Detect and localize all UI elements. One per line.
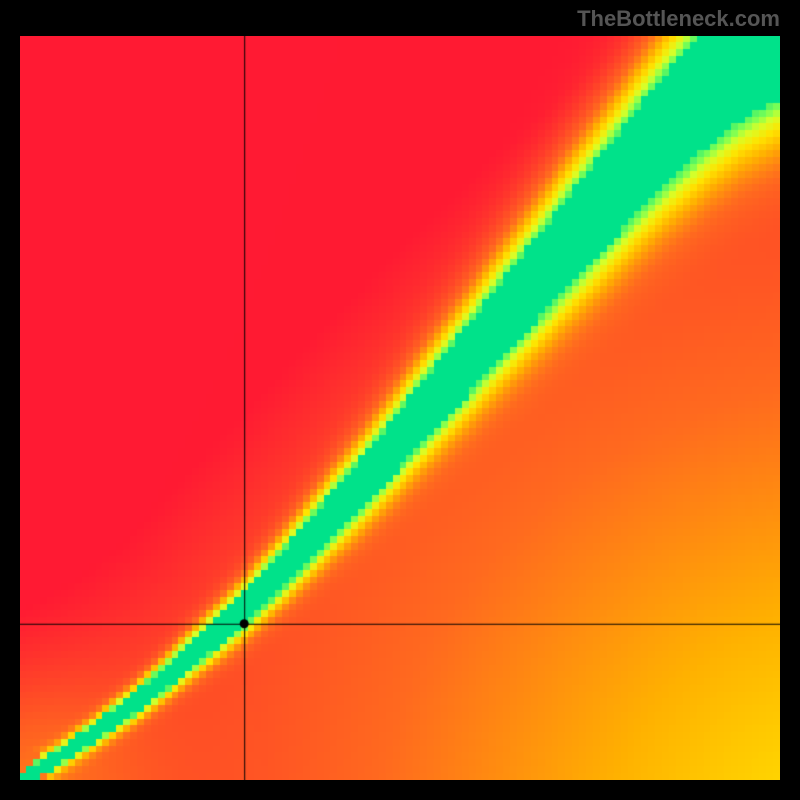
bottleneck-heatmap [20, 36, 780, 780]
watermark-text: TheBottleneck.com [577, 6, 780, 32]
